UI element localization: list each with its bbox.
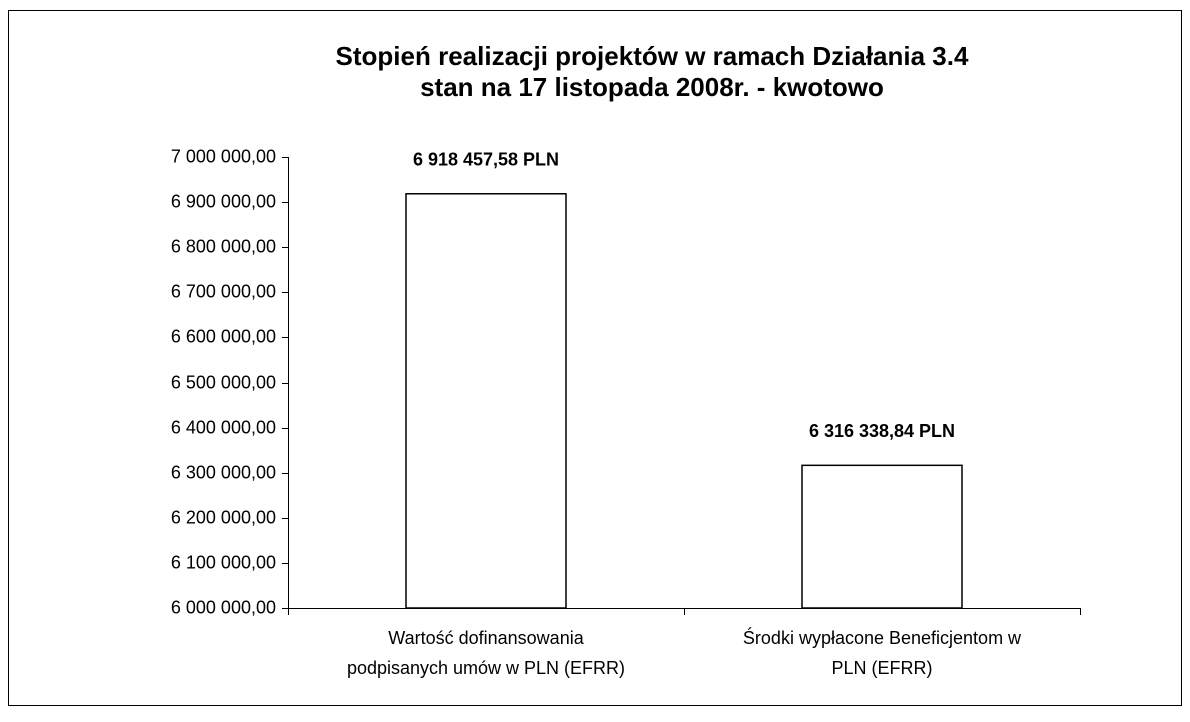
x-tick-label: podpisanych umów w PLN (EFRR) (347, 658, 625, 678)
y-tick-label: 6 500 000,00 (171, 372, 276, 392)
y-tick-label: 6 200 000,00 (171, 507, 276, 527)
y-tick-label: 7 000 000,00 (171, 146, 276, 166)
x-tick-label: Środki wypłacone Beneficjentom w (743, 627, 1022, 648)
value-label: 6 918 457,58 PLN (413, 150, 559, 170)
y-tick-label: 6 300 000,00 (171, 462, 276, 482)
bar (801, 464, 963, 609)
y-tick-label: 6 700 000,00 (171, 281, 276, 301)
y-tick-label: 6 900 000,00 (171, 191, 276, 211)
y-tick-label: 6 400 000,00 (171, 417, 276, 437)
y-tick-label: 6 000 000,00 (171, 597, 276, 617)
chart-frame (8, 10, 1182, 706)
value-label: 6 316 338,84 PLN (809, 421, 955, 441)
x-tick-label: PLN (EFRR) (831, 658, 932, 678)
y-tick-label: 6 100 000,00 (171, 552, 276, 572)
bar (405, 193, 567, 609)
y-tick-label: 6 800 000,00 (171, 236, 276, 256)
x-tick-label: Wartość dofinansowania (388, 628, 584, 648)
y-tick-label: 6 600 000,00 (171, 326, 276, 346)
chart-title: Stopień realizacji projektów w ramach Dz… (336, 41, 969, 71)
chart-title: stan na 17 listopada 2008r. - kwotowo (420, 72, 884, 102)
